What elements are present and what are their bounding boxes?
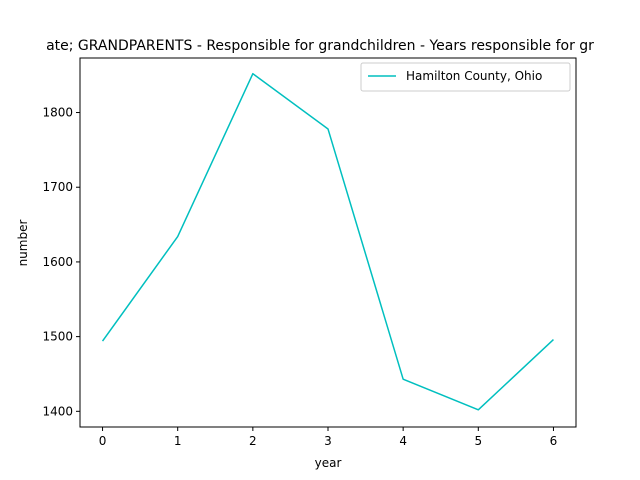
x-tick-label: 5	[474, 434, 482, 448]
legend: Hamilton County, Ohio	[360, 62, 571, 92]
legend-box	[360, 62, 571, 92]
y-tick-label: 1400	[42, 404, 73, 418]
y-tick-label: 1700	[42, 180, 73, 194]
x-tick-label: 1	[174, 434, 182, 448]
x-tick-label: 4	[399, 434, 407, 448]
x-axis-label: year	[315, 456, 342, 470]
chart-title: ate; GRANDPARENTS - Responsible for gran…	[46, 38, 594, 54]
y-axis: 1400 1500 1600 1700 1800	[42, 106, 80, 418]
legend-label: Hamilton County, Ohio	[406, 69, 542, 83]
x-tick-label: 3	[324, 434, 332, 448]
y-axis-label: number	[16, 220, 30, 267]
y-tick-label: 1500	[42, 330, 73, 344]
x-tick-label: 0	[99, 434, 107, 448]
y-tick-label: 1600	[42, 255, 73, 269]
plot-area	[79, 57, 577, 428]
series-layer	[101, 72, 554, 411]
x-tick-label: 6	[550, 434, 558, 448]
plot-frame	[79, 57, 577, 428]
x-tick-label: 2	[249, 434, 257, 448]
x-axis: 0 1 2 3 4 5 6	[99, 427, 558, 448]
y-tick-label: 1800	[42, 106, 73, 120]
